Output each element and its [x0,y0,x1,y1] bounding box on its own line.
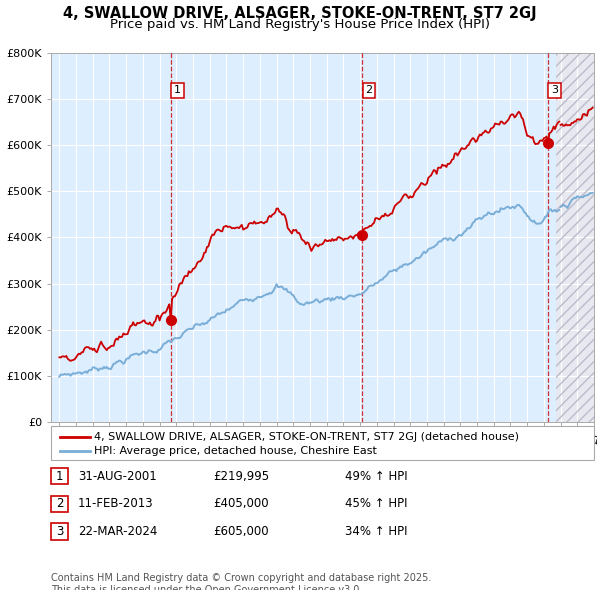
Text: 22-MAR-2024: 22-MAR-2024 [78,525,157,538]
Text: Price paid vs. HM Land Registry's House Price Index (HPI): Price paid vs. HM Land Registry's House … [110,18,490,31]
Text: 49% ↑ HPI: 49% ↑ HPI [345,470,407,483]
Text: 3: 3 [551,86,558,96]
Text: 2: 2 [56,497,63,510]
Bar [556,53,600,422]
Text: 1: 1 [56,470,63,483]
Text: HPI: Average price, detached house, Cheshire East: HPI: Average price, detached house, Ches… [94,447,377,456]
Text: 4, SWALLOW DRIVE, ALSAGER, STOKE-ON-TRENT, ST7 2GJ (detached house): 4, SWALLOW DRIVE, ALSAGER, STOKE-ON-TREN… [94,432,519,442]
Text: 45% ↑ HPI: 45% ↑ HPI [345,497,407,510]
Bar [556,53,600,422]
Text: 4, SWALLOW DRIVE, ALSAGER, STOKE-ON-TRENT, ST7 2GJ: 4, SWALLOW DRIVE, ALSAGER, STOKE-ON-TREN… [63,6,537,21]
Text: 11-FEB-2013: 11-FEB-2013 [78,497,154,510]
Text: £219,995: £219,995 [213,470,269,483]
Text: 1: 1 [174,86,181,96]
Text: 34% ↑ HPI: 34% ↑ HPI [345,525,407,538]
Text: Contains HM Land Registry data © Crown copyright and database right 2025.
This d: Contains HM Land Registry data © Crown c… [51,573,431,590]
Text: £405,000: £405,000 [213,497,269,510]
Text: 2: 2 [365,86,373,96]
Text: £605,000: £605,000 [213,525,269,538]
Text: 3: 3 [56,525,63,538]
Text: 31-AUG-2001: 31-AUG-2001 [78,470,157,483]
